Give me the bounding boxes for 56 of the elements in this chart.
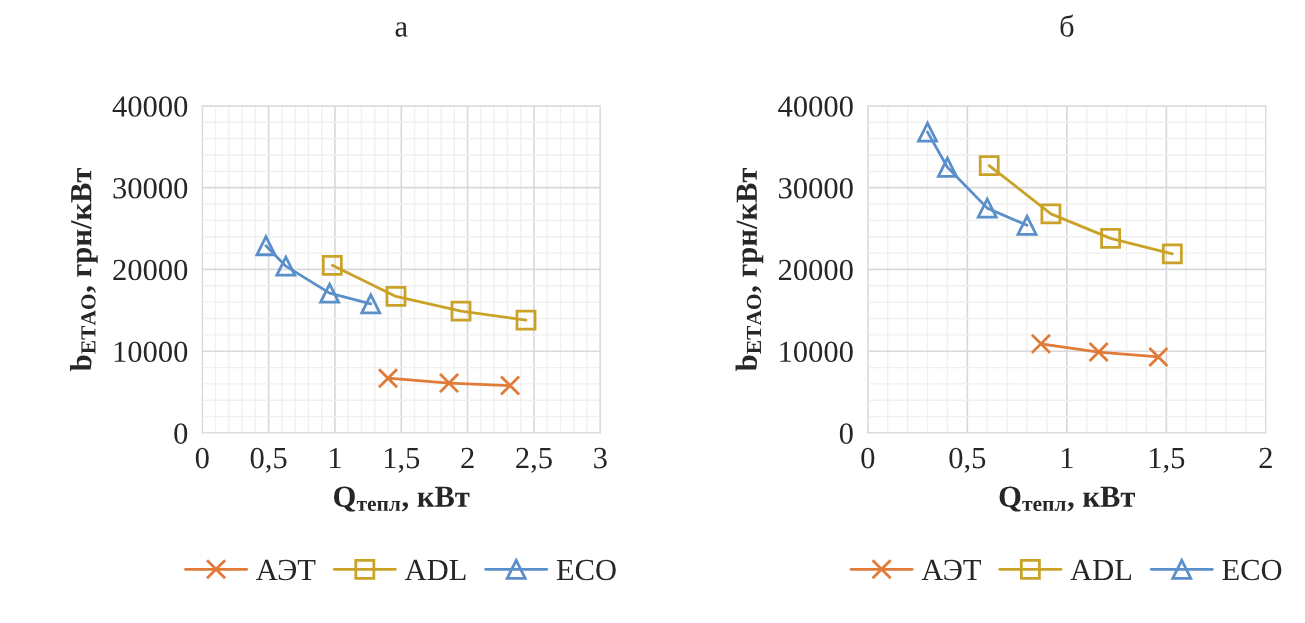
point [450,300,472,322]
y-tick-label: 40000 [112,96,188,117]
point [1147,346,1169,368]
x-tick-label: 0,5 [949,447,986,473]
x-tick-label: 2 [1259,447,1272,469]
point [1100,227,1122,249]
point [360,293,382,315]
x-tick-label: 1,5 [384,447,420,473]
x-tick-label: 2 [461,447,474,469]
y-tick-label: 0 [174,423,188,444]
point [319,282,341,304]
point [499,375,521,396]
x-tick-label: 0,5 [250,447,287,473]
x-tick-label: 1 [330,447,341,469]
point [1161,243,1183,265]
y-tick-label: 10000 [780,341,853,363]
x-axis-title: Q$_{тепл}$, кВт [334,486,470,512]
y-tick-label: 30000 [779,177,853,199]
x-tick-label: 1,5 [1149,447,1185,473]
y-axis-title: b$_{ЕТАО}$, грн/кВт [735,167,764,371]
legend-label: ECO [556,559,616,581]
legend-label: АЭТ [256,559,316,581]
point [515,309,537,331]
x-axis-title: Q$_{тепл}$, кВт [999,486,1136,512]
point [1016,214,1038,236]
point [438,372,460,394]
y-tick-label: 20000 [113,259,188,281]
x-tick-label: 0 [861,447,875,469]
point [976,197,998,219]
point [321,254,343,276]
legend-label: АЭТ [921,559,981,581]
x-tick-label: 1 [1061,447,1073,469]
point [1030,333,1052,355]
point [978,155,1000,177]
point [275,255,297,277]
point [385,286,407,307]
chart-title: б [1060,14,1074,37]
point [937,156,958,178]
point [377,367,399,389]
point [917,121,938,143]
y-tick-label: 40000 [778,96,853,117]
x-tick-label: 0 [195,447,209,469]
y-tick-label: 30000 [113,177,188,199]
y-axis-title: b$_{ЕТАО}$, грн/кВт [70,167,98,371]
legend-label: ECO [1222,559,1282,581]
point [1040,203,1062,225]
point [255,235,277,257]
legend-label: ADL [1070,559,1132,581]
y-tick-label: 0 [839,423,853,444]
x-tick-label: 2,5 [516,447,552,473]
x-tick-label: 3 [594,447,607,469]
y-tick-label: 10000 [114,341,188,363]
point [1088,341,1110,363]
legend-label: ADL [404,559,466,581]
chart-title: а [395,22,408,37]
y-tick-label: 20000 [778,259,853,281]
